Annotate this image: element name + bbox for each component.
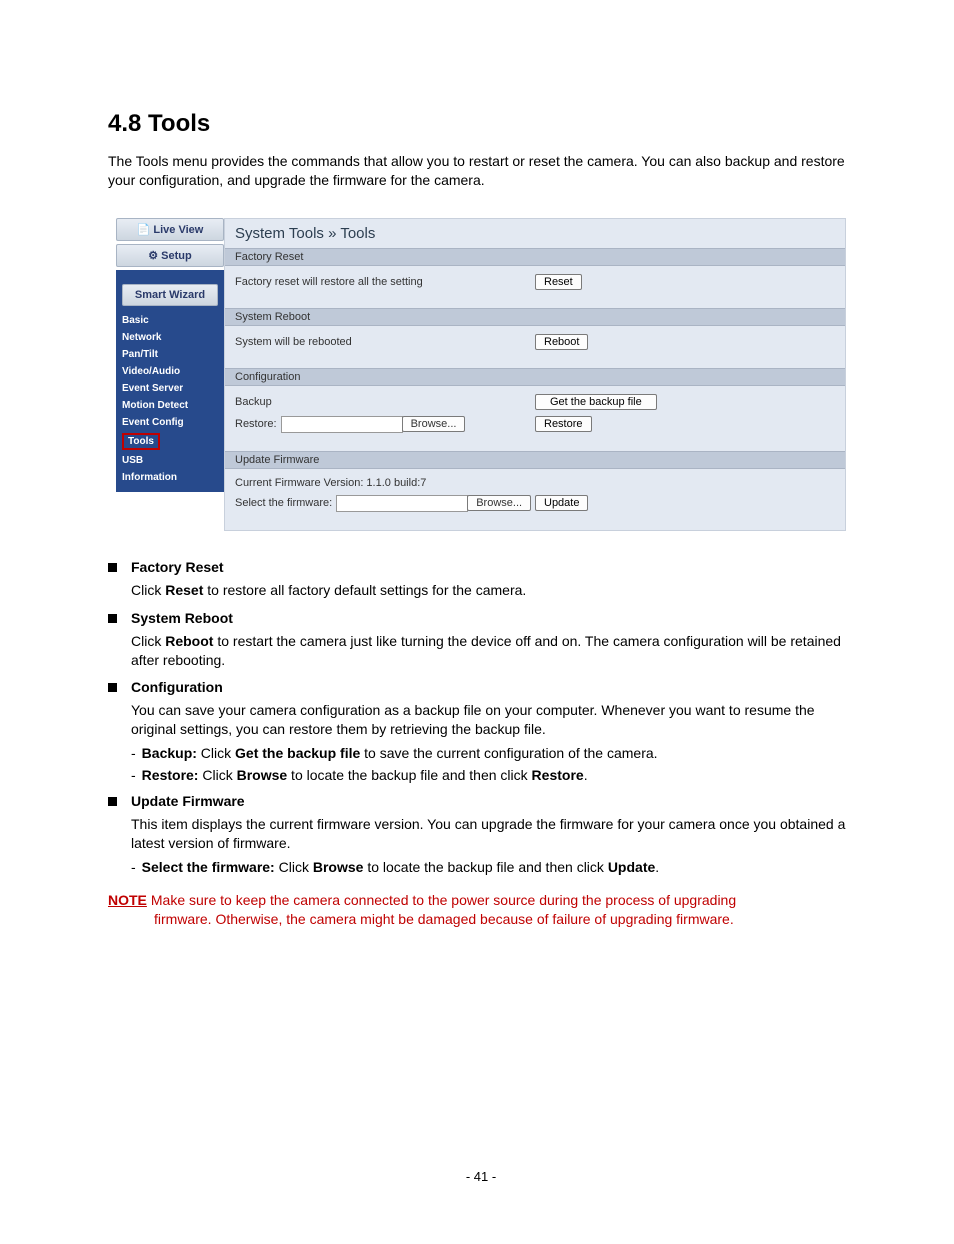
note-text-2: firmware. Otherwise, the camera might be… [154, 910, 854, 929]
page-number: - 41 - [108, 1169, 854, 1184]
doc-bullet-body: You can save your camera configuration a… [131, 701, 854, 739]
sidebar-item-pan-tilt[interactable]: Pan/Tilt [122, 346, 218, 363]
system-reboot-header: System Reboot [225, 308, 845, 326]
doc-bullet: Configuration [108, 679, 854, 695]
sidebar: 📄 Live View ⚙ Setup Smart Wizard BasicNe… [116, 218, 224, 531]
configuration-header: Configuration [225, 368, 845, 386]
reboot-button[interactable]: Reboot [535, 334, 588, 350]
documentation-list: Factory Reset Click Reset to restore all … [108, 559, 854, 875]
sidebar-item-motion-detect[interactable]: Motion Detect [122, 397, 218, 414]
restore-file-input[interactable] [281, 416, 403, 433]
doc-bullet-title: System Reboot [131, 610, 233, 626]
factory-reset-desc: Factory reset will restore all the setti… [235, 276, 535, 288]
sidebar-item-usb[interactable]: USB [122, 452, 218, 469]
sidebar-nav-list: Smart Wizard BasicNetworkPan/TiltVideo/A… [116, 270, 224, 492]
doc-bullet-body: Click Reboot to restart the camera just … [131, 632, 854, 670]
square-bullet-icon [108, 797, 117, 806]
system-reboot-desc: System will be rebooted [235, 336, 535, 348]
firmware-file-input[interactable] [336, 495, 468, 512]
sidebar-item-basic[interactable]: Basic [122, 312, 218, 329]
update-firmware-header: Update Firmware [225, 451, 845, 469]
sidebar-item-event-config[interactable]: Event Config [122, 414, 218, 431]
reset-button[interactable]: Reset [535, 274, 582, 290]
doc-bullet-title: Factory Reset [131, 559, 224, 575]
setup-label: Setup [161, 250, 192, 262]
setup-button[interactable]: ⚙ Setup [116, 244, 224, 267]
square-bullet-icon [108, 614, 117, 623]
breadcrumb: System Tools » Tools [225, 219, 845, 248]
restore-label: Restore: [235, 418, 277, 430]
doc-bullet: System Reboot [108, 610, 854, 626]
square-bullet-icon [108, 683, 117, 692]
note-text-1: Make sure to keep the camera connected t… [151, 892, 736, 908]
sidebar-item-information[interactable]: Information [122, 469, 218, 486]
doc-sub-item: -Select the firmware: Click Browse to lo… [131, 859, 854, 875]
doc-bullet-title: Update Firmware [131, 793, 245, 809]
doc-bullet: Update Firmware [108, 793, 854, 809]
smart-wizard-button[interactable]: Smart Wizard [122, 284, 218, 306]
content-panel: System Tools » Tools Factory Reset Facto… [224, 218, 846, 531]
live-view-button[interactable]: 📄 Live View [116, 218, 224, 241]
sidebar-item-event-server[interactable]: Event Server [122, 380, 218, 397]
sidebar-item-video-audio[interactable]: Video/Audio [122, 363, 218, 380]
tools-ui-screenshot: 📄 Live View ⚙ Setup Smart Wizard BasicNe… [116, 218, 846, 531]
doc-sub-item: -Restore: Click Browse to locate the bac… [131, 767, 854, 783]
doc-sub-item: -Backup: Click Get the backup file to sa… [131, 745, 854, 761]
square-bullet-icon [108, 563, 117, 572]
sidebar-item-tools[interactable]: Tools [122, 433, 160, 450]
doc-bullet: Factory Reset [108, 559, 854, 575]
doc-bullet-title: Configuration [131, 679, 223, 695]
doc-bullet-body: Click Reset to restore all factory defau… [131, 581, 854, 600]
firmware-version-line: Current Firmware Version: 1.1.0 build:7 [235, 477, 835, 489]
update-button[interactable]: Update [535, 495, 588, 511]
factory-reset-header: Factory Reset [225, 248, 845, 266]
doc-bullet-body: This item displays the current firmware … [131, 815, 854, 853]
firmware-browse-button[interactable]: Browse... [467, 495, 531, 511]
restore-button[interactable]: Restore [535, 416, 592, 432]
sidebar-item-network[interactable]: Network [122, 329, 218, 346]
note-line: NOTEMake sure to keep the camera connect… [108, 891, 854, 910]
restore-browse-button[interactable]: Browse... [402, 416, 466, 432]
select-firmware-label: Select the firmware: [235, 497, 332, 509]
note-label: NOTE [108, 892, 147, 908]
section-intro: The Tools menu provides the commands tha… [108, 152, 854, 190]
live-view-label: Live View [153, 224, 203, 236]
section-title: 4.8 Tools [108, 110, 854, 138]
backup-label: Backup [235, 396, 535, 408]
get-backup-file-button[interactable]: Get the backup file [535, 394, 657, 410]
